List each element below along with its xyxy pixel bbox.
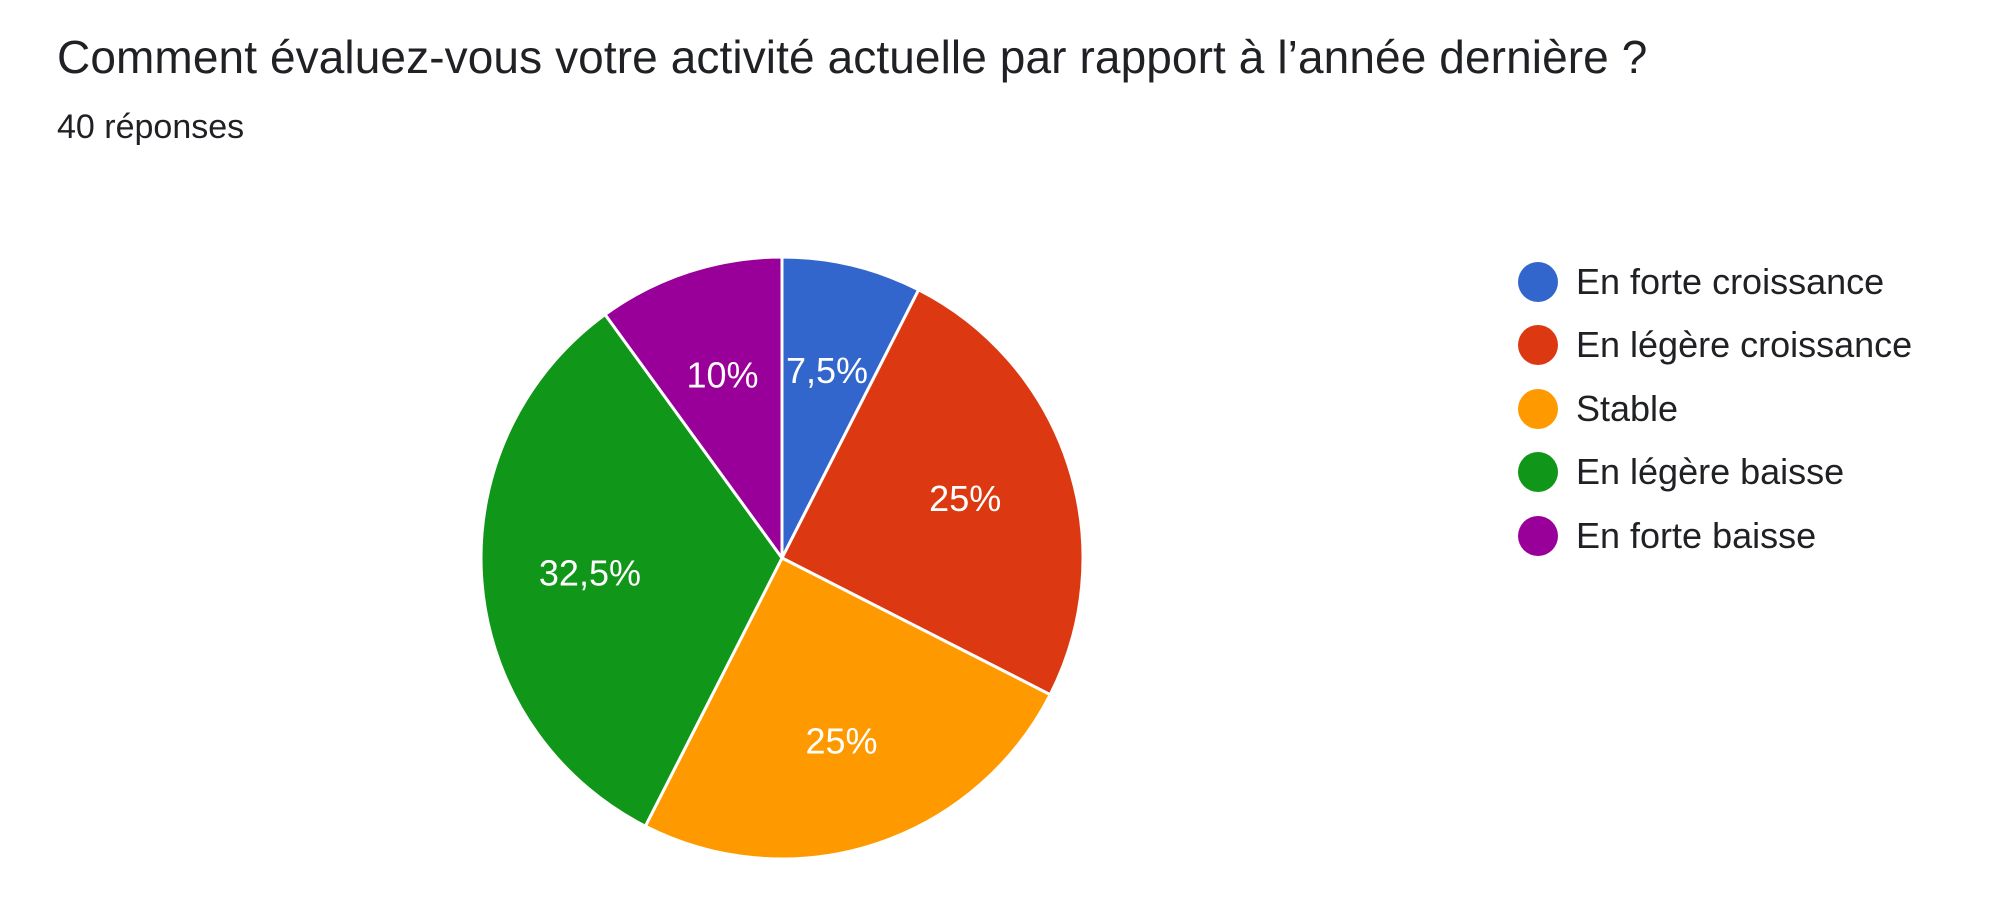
legend-item-4[interactable]: En légère baisse (1518, 441, 1912, 505)
pie-slice-label-3: 25% (805, 721, 877, 762)
legend-label-1: En forte croissance (1576, 260, 1885, 302)
legend-item-1[interactable]: En forte croissance (1518, 250, 1912, 314)
pie-slice-5[interactable] (603, 255, 784, 560)
legend-swatch-4 (1518, 452, 1558, 493)
legend-swatch-2 (1518, 325, 1558, 366)
pie-slice-label-2: 25% (929, 478, 1001, 519)
pie-slice-2[interactable] (780, 288, 1085, 697)
legend-label-4: En légère baisse (1576, 451, 1845, 493)
pie-slice-4[interactable] (479, 312, 784, 828)
legend-label-5: En forte baisse (1576, 514, 1817, 556)
legend-label-2: En légère croissance (1576, 324, 1913, 366)
pie-slice-1[interactable] (780, 255, 921, 560)
legend-swatch-5 (1518, 515, 1558, 556)
pie-slice-labels: 7,5% 25% 25% 32,5% 10% (539, 350, 1001, 762)
pie-slice-label-5: 10% (686, 354, 758, 395)
pie-slice-label-4: 32,5% (539, 553, 641, 594)
chart-title: Comment évaluez-vous votre activité actu… (57, 31, 1648, 83)
pie-slice-label-1: 7,5% (786, 350, 868, 391)
response-count: 40 réponses (57, 108, 245, 146)
legend-swatch-3 (1518, 388, 1558, 429)
pie-slices (479, 255, 1085, 861)
legend-item-3[interactable]: Stable (1518, 377, 1912, 441)
legend-item-5[interactable]: En forte baisse (1518, 504, 1912, 568)
pie-slice-3[interactable] (643, 556, 1052, 861)
legend-item-2[interactable]: En légère croissance (1518, 314, 1912, 378)
legend-label-3: Stable (1576, 387, 1679, 429)
chart-legend: En forte croissance En légère croissance S… (1518, 250, 1912, 568)
legend-swatch-1 (1518, 261, 1558, 302)
